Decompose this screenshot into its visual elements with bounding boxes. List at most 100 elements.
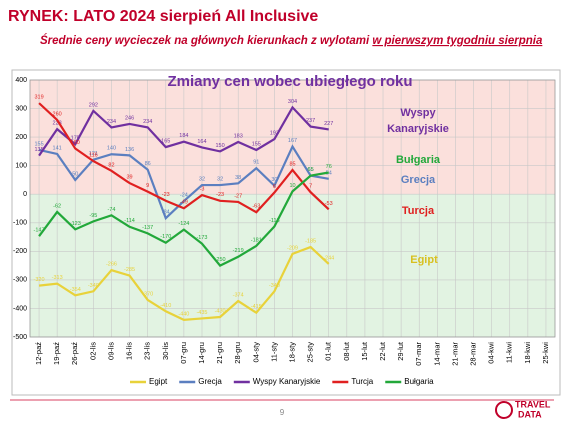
data-label: 136 [125, 147, 134, 153]
y-tick-label: 400 [15, 77, 27, 84]
data-label: 121 [89, 151, 98, 157]
data-label: 135 [34, 147, 43, 153]
subtitle-text: Średnie ceny wycieczek na głównych kieru… [40, 34, 370, 47]
x-tick-label: 11-sty [269, 342, 278, 362]
data-label: 9 [146, 183, 149, 189]
data-label: 155 [34, 141, 43, 147]
x-tick-label: 28-mar [469, 342, 478, 366]
legend-label: Wyspy Kanaryjskie [253, 377, 321, 386]
data-label: -435 [196, 310, 207, 316]
x-tick-label: 16-lis [125, 342, 134, 360]
data-label: -173 [196, 235, 207, 241]
y-tick-label: -400 [13, 305, 27, 312]
data-label: -170 [160, 234, 171, 240]
data-label: 292 [89, 102, 98, 108]
data-label: 10 [289, 183, 295, 189]
data-label: 50 [72, 171, 78, 177]
data-label: -147 [34, 228, 45, 234]
annotation: Bułgaria [396, 154, 441, 166]
x-tick-label: 15-lut [360, 341, 369, 361]
data-label: -219 [233, 248, 244, 254]
data-label: -354 [70, 287, 81, 293]
data-label: 234 [143, 119, 152, 125]
x-tick-label: 04-kwi [487, 342, 496, 364]
series-line [38, 245, 330, 321]
x-tick-label: 18-sty [287, 342, 296, 363]
series-line [38, 102, 330, 214]
x-tick-label: 22-lut [378, 341, 387, 361]
y-tick-label: 100 [15, 163, 27, 170]
chart-title: Zmiany cen wobec ubiegłego roku [167, 73, 412, 90]
data-label: 91 [253, 160, 259, 166]
data-label: 65 [308, 167, 314, 173]
data-label: -440 [178, 311, 189, 317]
subtitle-emphasis: w pierwszym tygodniu sierpnia [372, 35, 543, 47]
x-tick-label: 19-paź [52, 342, 61, 365]
x-tick-label: 12-paź [34, 342, 43, 365]
data-label: -410 [160, 303, 171, 309]
data-label: -124 [178, 221, 189, 227]
x-tick-label: 18-kwi [523, 342, 532, 364]
data-label: -181 [251, 237, 262, 243]
data-label: -63 [252, 204, 260, 210]
series-line [38, 105, 329, 157]
data-label: 82 [108, 162, 114, 168]
data-label: -285 [124, 267, 135, 273]
series-line [38, 144, 329, 221]
data-label: 116 [89, 153, 98, 159]
data-label: 32 [199, 177, 205, 183]
data-label: -95 [89, 213, 97, 219]
x-tick-label: 25-kwi [541, 342, 550, 364]
legend-label: Turcja [351, 377, 373, 386]
data-label: -123 [70, 221, 81, 227]
data-label: 193 [270, 131, 279, 137]
data-label: 7 [309, 184, 312, 190]
logo-bottom: DATA [518, 409, 542, 419]
x-tick-label: 02-lis [88, 342, 97, 360]
data-label: 30 [271, 177, 277, 183]
x-tick-label: 21-mar [450, 342, 459, 366]
logo-icon [495, 401, 513, 419]
annotation: Turcja [402, 205, 435, 217]
y-tick-label: 300 [15, 105, 27, 112]
data-label: 184 [179, 133, 188, 139]
x-tick-label: 09-lis [106, 342, 115, 360]
data-label: -49 [180, 200, 188, 206]
data-label: -23 [162, 192, 170, 198]
data-label: 228 [53, 121, 62, 127]
data-label: 319 [34, 95, 43, 101]
y-tick-label: -500 [13, 334, 27, 341]
data-label: -415 [251, 304, 262, 310]
data-label: -114 [124, 218, 135, 224]
data-label: 165 [161, 139, 170, 145]
data-label: -74 [107, 207, 115, 213]
x-tick-label: 08-lut [342, 341, 351, 361]
annotation: Egipt [410, 254, 438, 266]
data-label: 86 [145, 161, 151, 167]
data-label: 85 [289, 161, 295, 167]
data-label: -374 [233, 292, 244, 298]
data-label: -313 [52, 275, 63, 281]
data-label: 227 [324, 121, 333, 127]
data-label: 38 [235, 175, 241, 181]
data-label: 140 [107, 146, 116, 152]
legend-label: Bułgaria [404, 377, 434, 386]
x-tick-label: 29-lut [396, 341, 405, 361]
x-tick-label: 11-kwi [505, 342, 514, 363]
data-label: 246 [125, 115, 134, 121]
data-label: -266 [106, 262, 117, 268]
data-label: -53 [325, 201, 333, 207]
annotation: Kanaryjskie [387, 123, 449, 135]
data-label: 167 [288, 138, 297, 144]
data-label: 150 [215, 143, 224, 149]
data-label: 6 [273, 184, 276, 190]
y-tick-label: -300 [13, 277, 27, 284]
data-label: -113 [269, 218, 280, 224]
data-label: 183 [234, 133, 243, 139]
data-label: -320 [34, 277, 45, 283]
x-tick-label: 14-gru [197, 342, 206, 364]
data-label: 260 [53, 111, 62, 117]
x-tick-label: 04-sty [251, 342, 260, 363]
data-label: 175 [71, 136, 80, 142]
x-tick-label: 01-lut [324, 341, 333, 361]
